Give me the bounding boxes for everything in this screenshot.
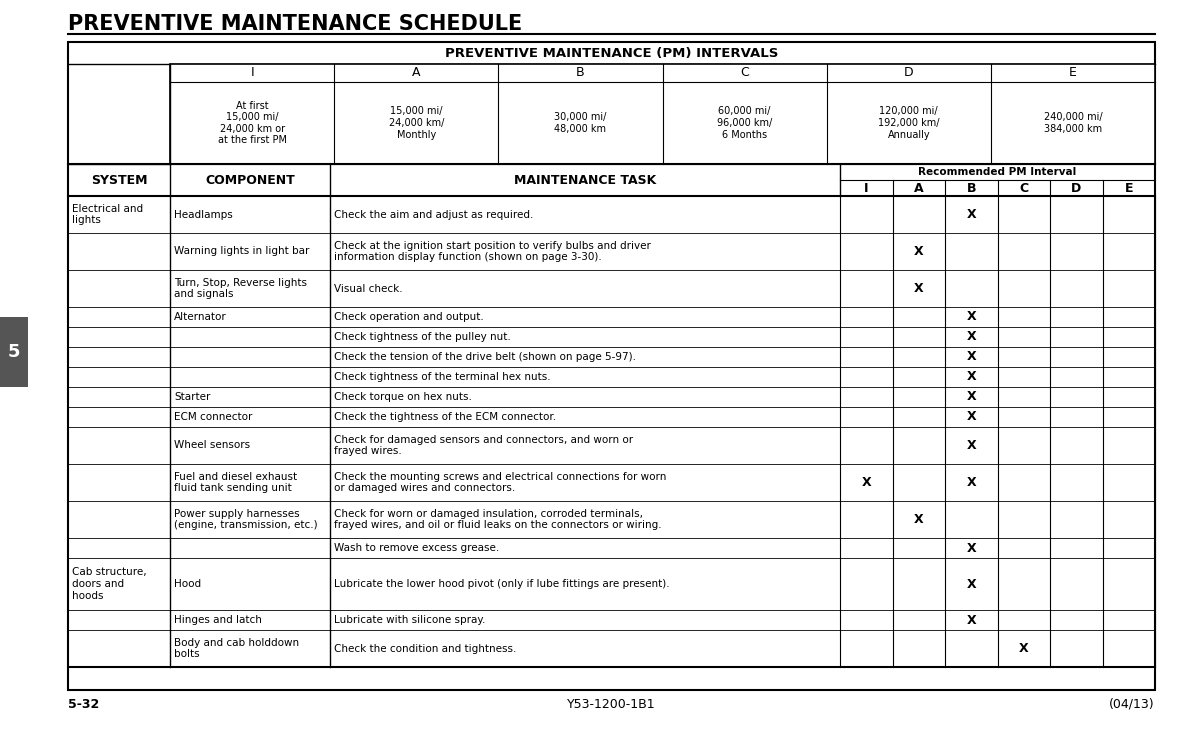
Text: X: X xyxy=(967,411,976,424)
Text: X: X xyxy=(967,578,976,591)
Text: X: X xyxy=(967,331,976,343)
Text: X: X xyxy=(967,542,976,555)
Text: ECM connector: ECM connector xyxy=(174,412,253,422)
Bar xyxy=(170,64,1155,164)
Text: 5-32: 5-32 xyxy=(69,698,99,711)
Text: Fuel and diesel exhaust
fluid tank sending unit: Fuel and diesel exhaust fluid tank sendi… xyxy=(174,471,297,493)
Bar xyxy=(69,42,1155,690)
Text: MAINTENANCE TASK: MAINTENANCE TASK xyxy=(514,173,656,187)
Text: X: X xyxy=(967,613,976,627)
Text: Cab structure,
doors and
hoods: Cab structure, doors and hoods xyxy=(72,567,147,600)
Text: Wash to remove excess grease.: Wash to remove excess grease. xyxy=(335,543,499,553)
Text: C: C xyxy=(1019,182,1028,195)
Text: COMPONENT: COMPONENT xyxy=(206,173,294,187)
Text: 120,000 mi/
192,000 km/
Annually: 120,000 mi/ 192,000 km/ Annually xyxy=(878,106,940,140)
Text: X: X xyxy=(967,370,976,384)
Text: Check for damaged sensors and connectors, and worn or
frayed wires.: Check for damaged sensors and connectors… xyxy=(335,435,634,456)
Text: At first
15,000 mi/
24,000 km or
at the first PM: At first 15,000 mi/ 24,000 km or at the … xyxy=(217,100,286,146)
Text: Check torque on hex nuts.: Check torque on hex nuts. xyxy=(335,392,472,402)
Text: Check the tightness of the ECM connector.: Check the tightness of the ECM connector… xyxy=(335,412,556,422)
Text: (04/13): (04/13) xyxy=(1110,698,1155,711)
Text: X: X xyxy=(967,351,976,364)
Text: X: X xyxy=(862,476,871,489)
Text: Alternator: Alternator xyxy=(174,312,227,322)
Text: Check the tension of the drive belt (shown on page 5-97).: Check the tension of the drive belt (sho… xyxy=(335,352,636,362)
Text: 15,000 mi/
24,000 km/
Monthly: 15,000 mi/ 24,000 km/ Monthly xyxy=(389,106,444,140)
Text: B: B xyxy=(967,182,976,195)
Text: Visual check.: Visual check. xyxy=(335,283,403,294)
Text: D: D xyxy=(1071,182,1082,195)
Text: E: E xyxy=(1069,67,1077,80)
Text: Check tightness of the terminal hex nuts.: Check tightness of the terminal hex nuts… xyxy=(335,372,551,382)
Text: B: B xyxy=(576,67,585,80)
Text: X: X xyxy=(967,208,976,221)
Text: Body and cab holddown
bolts: Body and cab holddown bolts xyxy=(174,638,299,660)
Text: Check tightness of the pulley nut.: Check tightness of the pulley nut. xyxy=(335,332,511,342)
Text: Lubricate the lower hood pivot (only if lube fittings are present).: Lubricate the lower hood pivot (only if … xyxy=(335,579,670,589)
Text: Check for worn or damaged insulation, corroded terminals,
frayed wires, and oil : Check for worn or damaged insulation, co… xyxy=(335,509,662,530)
Text: X: X xyxy=(914,513,923,526)
Text: X: X xyxy=(967,310,976,324)
Text: X: X xyxy=(967,476,976,489)
Text: Check the condition and tightness.: Check the condition and tightness. xyxy=(335,643,517,654)
Text: X: X xyxy=(967,390,976,403)
Text: X: X xyxy=(967,439,976,452)
Text: SYSTEM: SYSTEM xyxy=(91,173,148,187)
Text: Check the mounting screws and electrical connections for worn
or damaged wires a: Check the mounting screws and electrical… xyxy=(335,471,667,493)
Text: PREVENTIVE MAINTENANCE (PM) INTERVALS: PREVENTIVE MAINTENANCE (PM) INTERVALS xyxy=(444,47,778,59)
Text: Check operation and output.: Check operation and output. xyxy=(335,312,483,322)
Text: Hinges and latch: Hinges and latch xyxy=(174,615,262,625)
Text: Electrical and
lights: Electrical and lights xyxy=(72,203,143,225)
Text: Lubricate with silicone spray.: Lubricate with silicone spray. xyxy=(335,615,486,625)
Text: X: X xyxy=(914,282,923,295)
Text: D: D xyxy=(904,67,914,80)
Text: A: A xyxy=(914,182,923,195)
Text: 5: 5 xyxy=(8,343,20,361)
Text: PREVENTIVE MAINTENANCE SCHEDULE: PREVENTIVE MAINTENANCE SCHEDULE xyxy=(69,14,522,34)
Text: Warning lights in light bar: Warning lights in light bar xyxy=(174,247,310,256)
Text: Starter: Starter xyxy=(174,392,210,402)
Bar xyxy=(0,317,28,387)
Text: C: C xyxy=(740,67,749,80)
Text: Check at the ignition start position to verify bulbs and driver
information disp: Check at the ignition start position to … xyxy=(335,241,651,262)
Text: 30,000 mi/
48,000 km: 30,000 mi/ 48,000 km xyxy=(554,112,606,134)
Text: Headlamps: Headlamps xyxy=(174,209,233,220)
Text: Power supply harnesses
(engine, transmission, etc.): Power supply harnesses (engine, transmis… xyxy=(174,509,318,530)
Text: A: A xyxy=(413,67,421,80)
Text: Recommended PM Interval: Recommended PM Interval xyxy=(918,167,1077,177)
Text: X: X xyxy=(1019,642,1028,655)
Text: I: I xyxy=(251,67,254,80)
Text: Wheel sensors: Wheel sensors xyxy=(174,441,251,450)
Text: 60,000 mi/
96,000 km/
6 Months: 60,000 mi/ 96,000 km/ 6 Months xyxy=(717,106,772,140)
Text: I: I xyxy=(864,182,869,195)
Text: Check the aim and adjust as required.: Check the aim and adjust as required. xyxy=(335,209,533,220)
Text: E: E xyxy=(1124,182,1134,195)
Text: 240,000 mi/
384,000 km: 240,000 mi/ 384,000 km xyxy=(1044,112,1103,134)
Text: Y53-1200-1B1: Y53-1200-1B1 xyxy=(567,698,656,711)
Text: X: X xyxy=(914,245,923,258)
Text: Turn, Stop, Reverse lights
and signals: Turn, Stop, Reverse lights and signals xyxy=(174,277,307,299)
Text: Hood: Hood xyxy=(174,579,201,589)
